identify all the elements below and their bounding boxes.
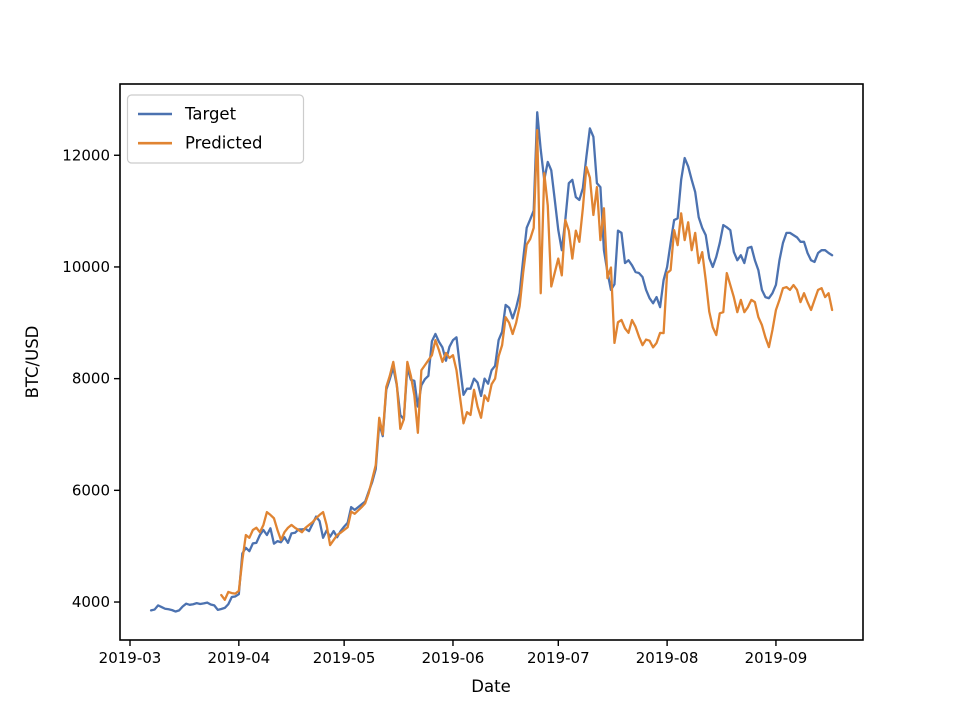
plot-area bbox=[119, 83, 864, 641]
x-tick-label: 2019-05 bbox=[313, 649, 376, 667]
x-tick-label: 2019-08 bbox=[636, 649, 699, 667]
y-tick-label: 10000 bbox=[62, 258, 110, 276]
y-tick-label: 8000 bbox=[72, 370, 110, 388]
x-tick-label: 2019-03 bbox=[99, 649, 162, 667]
x-tick-label: 2019-09 bbox=[745, 649, 808, 667]
plot-lines bbox=[149, 111, 834, 613]
y-tick-label: 6000 bbox=[72, 481, 110, 499]
x-axis-ticks: 2019-03 2019-04 2019-05 2019-06 2019-07 2019-… bbox=[99, 640, 808, 667]
y-axis-title: BTC/USD bbox=[23, 326, 42, 399]
legend-predicted-label: Predicted bbox=[185, 134, 262, 153]
predicted-line bbox=[220, 128, 834, 601]
legend: Target Predicted bbox=[126, 94, 305, 164]
y-tick-label: 4000 bbox=[72, 593, 110, 611]
x-tick-label: 2019-04 bbox=[207, 649, 270, 667]
target-line bbox=[149, 111, 834, 613]
legend-target-label: Target bbox=[184, 105, 237, 124]
y-tick-label: 12000 bbox=[62, 146, 110, 164]
x-tick-label: 2019-06 bbox=[422, 649, 485, 667]
x-tick-label: 2019-07 bbox=[527, 649, 590, 667]
y-axis-ticks: 4000 6000 8000 10000 12000 bbox=[62, 146, 120, 611]
x-axis-title: Date bbox=[471, 677, 510, 696]
legend-box bbox=[126, 94, 305, 164]
